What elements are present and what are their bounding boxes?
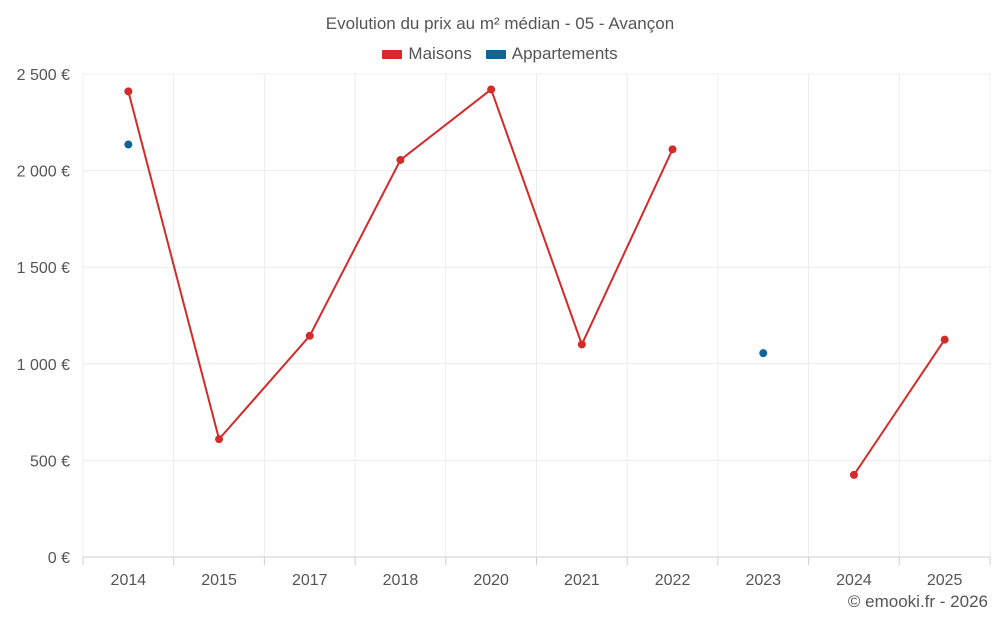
data-point-maisons bbox=[577, 340, 586, 349]
data-point-appartements bbox=[759, 349, 768, 358]
data-point-maisons bbox=[124, 87, 133, 96]
x-tick-label: 2022 bbox=[655, 572, 691, 589]
data-point-maisons bbox=[940, 335, 949, 344]
legend: Maisons Appartements bbox=[0, 44, 1000, 64]
x-tick-label: 2015 bbox=[201, 572, 237, 589]
y-tick-label: 1 500 € bbox=[17, 260, 70, 277]
data-point-appartements bbox=[124, 140, 133, 149]
x-tick-label: 2020 bbox=[473, 572, 509, 589]
x-tick-label: 2023 bbox=[745, 572, 781, 589]
x-tick-label: 2017 bbox=[292, 572, 328, 589]
data-point-maisons bbox=[215, 435, 224, 444]
legend-swatch-maisons bbox=[382, 49, 403, 59]
credit-text: © emooki.fr - 2026 bbox=[847, 592, 988, 611]
data-point-maisons bbox=[849, 470, 858, 479]
series-line-maisons bbox=[127, 88, 674, 441]
y-tick-label: 2 500 € bbox=[17, 67, 70, 84]
x-tick-label: 2018 bbox=[383, 572, 419, 589]
y-tick-label: 500 € bbox=[30, 453, 70, 470]
y-tick-label: 0 € bbox=[48, 550, 70, 567]
legend-item-appartements[interactable]: Appartements bbox=[485, 44, 618, 64]
x-tick-label: 2021 bbox=[564, 572, 600, 589]
data-point-maisons bbox=[305, 331, 314, 340]
chart-title: Evolution du prix au m² médian - 05 - Av… bbox=[325, 14, 675, 33]
legend-label-appartements: Appartements bbox=[511, 44, 618, 63]
legend-item-maisons[interactable]: Maisons bbox=[382, 44, 472, 64]
x-tick-label: 2014 bbox=[111, 572, 147, 589]
x-tick-label: 2024 bbox=[836, 572, 872, 589]
data-point-maisons bbox=[487, 85, 496, 94]
series-line-maisons bbox=[853, 339, 946, 476]
data-point-maisons bbox=[668, 145, 677, 154]
y-tick-label: 2 000 € bbox=[17, 164, 70, 181]
legend-swatch-appartements bbox=[485, 49, 506, 59]
y-tick-label: 1 000 € bbox=[17, 357, 70, 374]
data-point-maisons bbox=[396, 155, 405, 164]
legend-label-maisons: Maisons bbox=[408, 44, 472, 63]
x-tick-label: 2025 bbox=[927, 572, 963, 589]
